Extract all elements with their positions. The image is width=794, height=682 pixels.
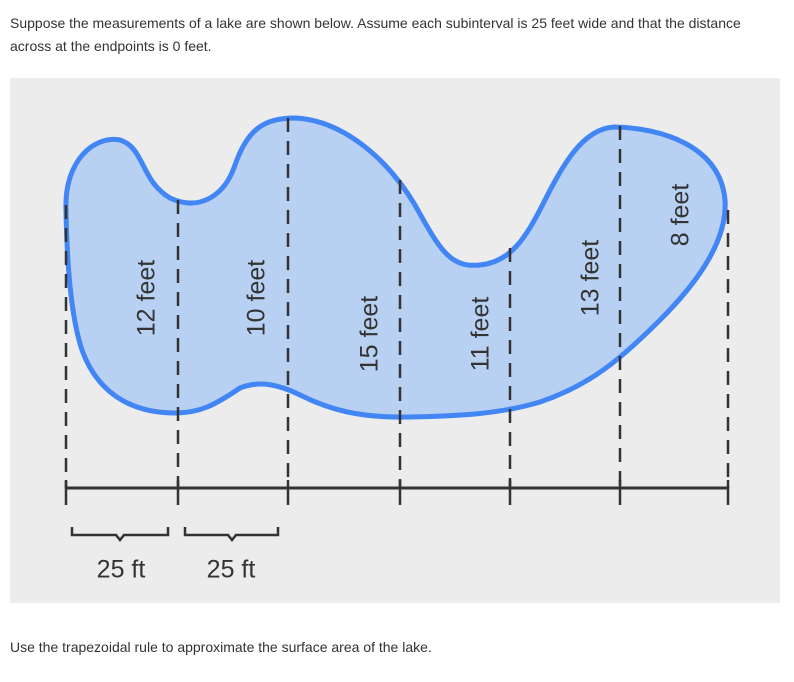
brace — [70, 527, 170, 543]
base-ticks — [64, 480, 730, 505]
intro-text: Suppose the measurements of a lake are s… — [10, 15, 741, 31]
interval-label: 25 ft — [97, 556, 146, 584]
brace — [183, 527, 280, 543]
width-label: 10 feet — [243, 260, 271, 337]
interval-label: 25 ft — [207, 556, 256, 584]
dashed-lines — [64, 118, 730, 488]
width-label: 15 feet — [356, 296, 384, 373]
width-label: 11 feet — [467, 297, 495, 372]
intro-text: across at the endpoints is 0 feet. — [10, 38, 212, 54]
width-label: 8 feet — [667, 184, 695, 247]
question-text: Use the trapezoidal rule to approximate … — [10, 639, 432, 655]
lake — [63, 115, 728, 420]
width-label: 12 feet — [133, 260, 161, 337]
width-label: 13 feet — [577, 240, 605, 317]
